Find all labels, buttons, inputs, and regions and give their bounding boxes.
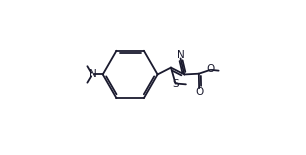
- Text: S: S: [172, 79, 179, 89]
- Text: O: O: [206, 64, 215, 74]
- Text: N: N: [88, 69, 96, 80]
- Text: O: O: [195, 86, 203, 97]
- Text: N: N: [177, 50, 185, 60]
